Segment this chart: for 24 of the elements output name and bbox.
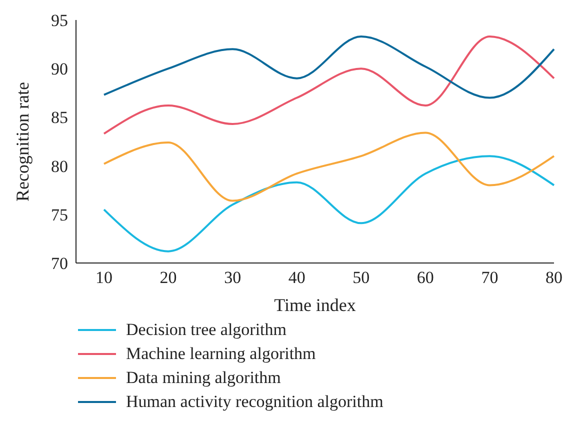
line-series <box>103 36 555 135</box>
legend-label: Decision tree algorithm <box>126 319 287 341</box>
line-series <box>103 36 555 99</box>
y-tick-label: 70 <box>51 254 68 274</box>
x-tick-label: 20 <box>160 268 177 288</box>
y-tick-label: 85 <box>51 108 68 128</box>
x-tick-label: 30 <box>224 268 242 288</box>
x-tick-label: 70 <box>481 268 498 288</box>
y-tick-label: 80 <box>51 156 68 176</box>
legend-label: Data mining algorithm <box>126 367 281 389</box>
y-axis-title: Recognition rate <box>12 82 32 202</box>
line-series <box>103 155 555 252</box>
x-tick-label: 40 <box>288 268 306 288</box>
y-tick-label: 90 <box>51 60 68 79</box>
x-tick-label: 50 <box>352 268 370 288</box>
legend-label: Human activity recognition algorithm <box>126 391 384 413</box>
x-tick-label: 10 <box>96 268 112 288</box>
x-tick-label: 60 <box>416 268 434 288</box>
y-tick-label: 95 <box>51 11 68 30</box>
legend-label: Machine learning algorithm <box>126 343 316 365</box>
y-tick-label: 75 <box>51 205 68 224</box>
x-tick-label: 80 <box>546 268 562 288</box>
line-series <box>103 132 555 202</box>
x-axis-title: Time index <box>274 295 356 315</box>
